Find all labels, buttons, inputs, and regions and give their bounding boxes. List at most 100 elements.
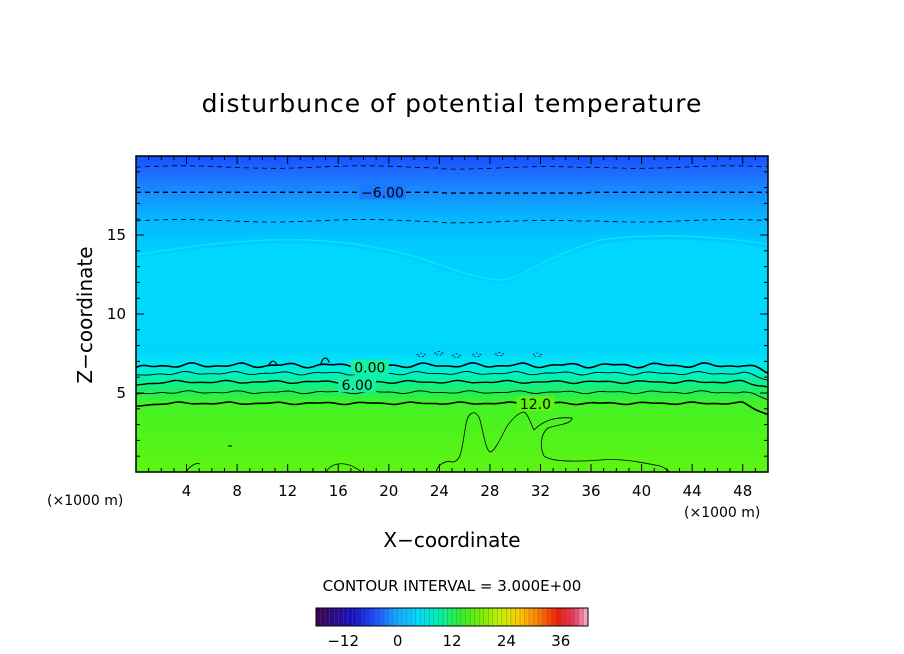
colorbar-cell-3 — [329, 608, 335, 626]
colorbar-cell-45 — [520, 608, 525, 626]
chart-title: disturbunce of potential temperature — [202, 89, 703, 118]
colorbar-cell-59 — [583, 608, 589, 626]
colorbar-cell-19 — [402, 608, 407, 626]
colorbar-tick-label-2: 12 — [442, 632, 461, 650]
contour-label-2: 6.00 — [342, 378, 373, 394]
contour-label-bg-1 — [350, 359, 389, 375]
lower-contour-main — [435, 411, 671, 473]
colorbar-cell-42 — [506, 608, 512, 626]
colorbar-cell-26 — [433, 608, 439, 626]
colorbar-cell-21 — [411, 608, 416, 626]
colorbar-cell-46 — [524, 608, 530, 626]
colorbar-cell-54 — [560, 608, 566, 626]
x-tick-label-36: 36 — [581, 482, 600, 500]
colorbar-cell-33 — [465, 608, 471, 626]
colorbar-cell-47 — [529, 608, 534, 626]
contour-label-bg-0 — [359, 184, 406, 200]
colorbar-cell-41 — [501, 608, 507, 626]
x-tick-label-16: 16 — [329, 482, 348, 500]
colorbar-cell-44 — [515, 608, 521, 626]
colorbar-cell-6 — [343, 608, 348, 626]
contour-label-0: −6.00 — [361, 185, 404, 201]
colorbar-cell-25 — [429, 608, 435, 626]
colorbar-cell-16 — [388, 608, 394, 626]
colorbar-tick-label-4: 36 — [551, 632, 570, 650]
small-contour-1 — [433, 351, 444, 356]
colorbar-cell-57 — [574, 608, 580, 626]
x-axis-label: X−coordinate — [383, 528, 520, 552]
colorbar-cell-9 — [356, 608, 362, 626]
contour-interval-text: CONTOUR INTERVAL = 3.000E+00 — [323, 577, 582, 595]
colorbar-cell-31 — [456, 608, 462, 626]
contour-line-minus9 — [135, 165, 769, 170]
colorbar-cell-4 — [334, 608, 339, 626]
colorbar-cell-29 — [447, 608, 453, 626]
x-tick-label-12: 12 — [278, 482, 297, 500]
colorbar-cell-2 — [325, 608, 330, 626]
colorbar-cell-8 — [352, 608, 357, 626]
colorbar-cell-20 — [406, 608, 412, 626]
colorbar-cell-51 — [547, 608, 552, 626]
x-unit-left: (×1000 m) — [47, 493, 123, 509]
small-contour-5 — [532, 352, 543, 357]
field-core — [136, 239, 768, 342]
colorbar-cell-40 — [497, 608, 503, 626]
field-core-edge — [135, 235, 769, 281]
colorbar-frame — [315, 607, 589, 627]
x-unit-right: (×1000 m) — [684, 505, 760, 521]
colorbar-cell-11 — [365, 608, 371, 626]
x-tick-label-44: 44 — [683, 482, 702, 500]
colorbar-cell-48 — [533, 608, 539, 626]
colorbar-cell-23 — [420, 608, 425, 626]
y-tick-label-5: 5 — [116, 384, 126, 402]
colorbar-cell-34 — [470, 608, 475, 626]
small-contour-0 — [416, 352, 427, 357]
colorbar-cell-58 — [578, 608, 584, 626]
lower-contour-edge — [185, 463, 201, 473]
colorbar-cell-14 — [379, 608, 385, 626]
y-tick-label-10: 10 — [107, 305, 126, 323]
colorbar-cell-55 — [565, 608, 571, 626]
colorbar-cell-5 — [338, 608, 344, 626]
colorbar-cell-0 — [316, 608, 321, 626]
colorbar-cell-22 — [415, 608, 421, 626]
contour-label-1: 0.00 — [354, 361, 385, 377]
lower-contour-left — [325, 463, 363, 473]
x-tick-label-40: 40 — [632, 482, 651, 500]
colorbar-cell-27 — [438, 608, 444, 626]
contour-line-12 — [135, 401, 769, 416]
small-contour-2 — [451, 353, 462, 358]
x-tick-label-48: 48 — [733, 482, 752, 500]
colorbar-cell-53 — [556, 608, 561, 626]
x-tick-label-24: 24 — [430, 482, 449, 500]
x-tick-label-28: 28 — [480, 482, 499, 500]
contour-line-0 — [135, 362, 769, 375]
contour-label-bg-2 — [338, 377, 377, 393]
contour-0-bumps — [268, 357, 331, 366]
colorbar-cell-28 — [442, 608, 448, 626]
y-axis-label: Z−coordinate — [73, 246, 97, 383]
colorbar-cell-17 — [393, 608, 398, 626]
x-tick-label-32: 32 — [531, 482, 550, 500]
colorbar-cell-49 — [538, 608, 543, 626]
colorbar-cell-35 — [474, 608, 480, 626]
small-contour-4 — [494, 351, 505, 357]
colorbar-cell-38 — [488, 608, 493, 626]
contour-line-6 — [135, 379, 769, 388]
colorbar-tick-label-0: −12 — [327, 632, 359, 650]
colorbar-cell-32 — [461, 608, 466, 626]
colorbar-cell-15 — [384, 608, 389, 626]
colorbar-cell-50 — [542, 608, 548, 626]
small-contour-3 — [471, 352, 482, 357]
colorbar-cell-10 — [361, 608, 367, 626]
colorbar-tick-label-3: 24 — [497, 632, 516, 650]
colorbar-cell-1 — [320, 608, 326, 626]
x-tick-label-20: 20 — [379, 482, 398, 500]
colorbar-cell-30 — [452, 608, 457, 626]
y-tick-label-15: 15 — [107, 226, 126, 244]
colorbar-cell-12 — [370, 608, 376, 626]
contour-line-minus6 — [136, 191, 768, 194]
colorbar-cell-7 — [347, 608, 353, 626]
